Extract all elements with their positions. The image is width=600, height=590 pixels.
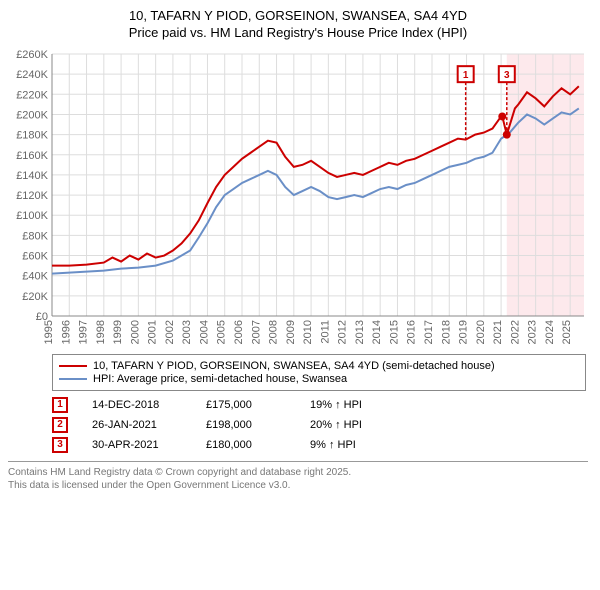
svg-text:1999: 1999 bbox=[112, 320, 124, 344]
svg-text:2021: 2021 bbox=[492, 320, 504, 344]
svg-text:2023: 2023 bbox=[527, 320, 539, 344]
transaction-price: 30-APR-2021 bbox=[92, 439, 182, 451]
svg-text:2013: 2013 bbox=[354, 320, 366, 344]
transaction-price: 26-JAN-2021 bbox=[92, 419, 182, 431]
transaction-marker: 1 bbox=[52, 397, 68, 413]
svg-text:2020: 2020 bbox=[475, 320, 487, 344]
svg-text:£60K: £60K bbox=[22, 250, 48, 262]
legend-swatch bbox=[59, 365, 87, 367]
transaction-price: 14-DEC-2018 bbox=[92, 399, 182, 411]
svg-text:£220K: £220K bbox=[16, 89, 48, 101]
svg-text:2012: 2012 bbox=[337, 320, 349, 344]
svg-text:£260K: £260K bbox=[16, 49, 48, 61]
svg-text:2008: 2008 bbox=[268, 320, 280, 344]
title-block: 10, TAFARN Y PIOD, GORSEINON, SWANSEA, S… bbox=[8, 8, 588, 42]
svg-text:2015: 2015 bbox=[388, 320, 400, 344]
svg-text:2018: 2018 bbox=[440, 320, 452, 344]
legend-item: 10, TAFARN Y PIOD, GORSEINON, SWANSEA, S… bbox=[59, 360, 579, 372]
footer-line2: This data is licensed under the Open Gov… bbox=[8, 479, 588, 492]
svg-text:2001: 2001 bbox=[147, 320, 159, 344]
svg-text:2009: 2009 bbox=[285, 320, 297, 344]
svg-text:2025: 2025 bbox=[561, 320, 573, 344]
svg-text:1: 1 bbox=[463, 70, 469, 81]
svg-text:£120K: £120K bbox=[16, 190, 48, 202]
svg-text:2010: 2010 bbox=[302, 320, 314, 344]
legend-label: 10, TAFARN Y PIOD, GORSEINON, SWANSEA, S… bbox=[93, 360, 495, 372]
svg-text:1995: 1995 bbox=[43, 320, 55, 344]
svg-text:2019: 2019 bbox=[458, 320, 470, 344]
transaction-pct: 9% ↑ HPI bbox=[310, 439, 400, 451]
transaction-marker: 3 bbox=[52, 437, 68, 453]
svg-text:2005: 2005 bbox=[216, 320, 228, 344]
footer-attribution: Contains HM Land Registry data © Crown c… bbox=[8, 461, 588, 492]
svg-text:£40K: £40K bbox=[22, 270, 48, 282]
svg-text:£100K: £100K bbox=[16, 210, 48, 222]
svg-text:2000: 2000 bbox=[129, 320, 141, 344]
legend: 10, TAFARN Y PIOD, GORSEINON, SWANSEA, S… bbox=[52, 354, 586, 391]
svg-text:1997: 1997 bbox=[78, 320, 90, 344]
footer-line1: Contains HM Land Registry data © Crown c… bbox=[8, 466, 588, 479]
title-address: 10, TAFARN Y PIOD, GORSEINON, SWANSEA, S… bbox=[8, 8, 588, 25]
svg-text:2002: 2002 bbox=[164, 320, 176, 344]
svg-text:£140K: £140K bbox=[16, 170, 48, 182]
svg-text:£20K: £20K bbox=[22, 291, 48, 303]
transaction-pct: 20% ↑ HPI bbox=[310, 419, 400, 431]
svg-text:2017: 2017 bbox=[423, 320, 435, 344]
svg-text:2011: 2011 bbox=[319, 320, 331, 344]
svg-text:1998: 1998 bbox=[95, 320, 107, 344]
legend-item: HPI: Average price, semi-detached house,… bbox=[59, 373, 579, 385]
transaction-pct: 19% ↑ HPI bbox=[310, 399, 400, 411]
transactions-table: 114-DEC-2018£175,00019% ↑ HPI226-JAN-202… bbox=[52, 397, 588, 453]
transaction-row: 114-DEC-2018£175,00019% ↑ HPI bbox=[52, 397, 588, 413]
title-subtitle: Price paid vs. HM Land Registry's House … bbox=[8, 25, 588, 42]
svg-text:2022: 2022 bbox=[509, 320, 521, 344]
svg-text:2024: 2024 bbox=[544, 320, 556, 344]
transaction-row: 330-APR-2021£180,0009% ↑ HPI bbox=[52, 437, 588, 453]
svg-text:£80K: £80K bbox=[22, 230, 48, 242]
svg-text:£200K: £200K bbox=[16, 109, 48, 121]
svg-text:£240K: £240K bbox=[16, 69, 48, 81]
svg-text:2016: 2016 bbox=[406, 320, 418, 344]
svg-text:1996: 1996 bbox=[60, 320, 72, 344]
legend-swatch bbox=[59, 378, 87, 380]
svg-text:2004: 2004 bbox=[198, 320, 210, 344]
svg-text:2003: 2003 bbox=[181, 320, 193, 344]
series-price_paid bbox=[52, 86, 579, 265]
line-chart: £0£20K£40K£60K£80K£100K£120K£140K£160K£1… bbox=[8, 48, 588, 348]
svg-text:£160K: £160K bbox=[16, 150, 48, 162]
svg-text:3: 3 bbox=[504, 70, 510, 81]
svg-text:2007: 2007 bbox=[250, 320, 262, 344]
chart-area: £0£20K£40K£60K£80K£100K£120K£140K£160K£1… bbox=[8, 48, 588, 348]
transaction-marker: 2 bbox=[52, 417, 68, 433]
chart-container: 10, TAFARN Y PIOD, GORSEINON, SWANSEA, S… bbox=[0, 0, 600, 500]
svg-text:2014: 2014 bbox=[371, 320, 383, 344]
series-hpi bbox=[52, 108, 579, 273]
svg-text:£180K: £180K bbox=[16, 129, 48, 141]
svg-text:2006: 2006 bbox=[233, 320, 245, 344]
legend-label: HPI: Average price, semi-detached house,… bbox=[93, 373, 347, 385]
transaction-row: 226-JAN-2021£198,00020% ↑ HPI bbox=[52, 417, 588, 433]
